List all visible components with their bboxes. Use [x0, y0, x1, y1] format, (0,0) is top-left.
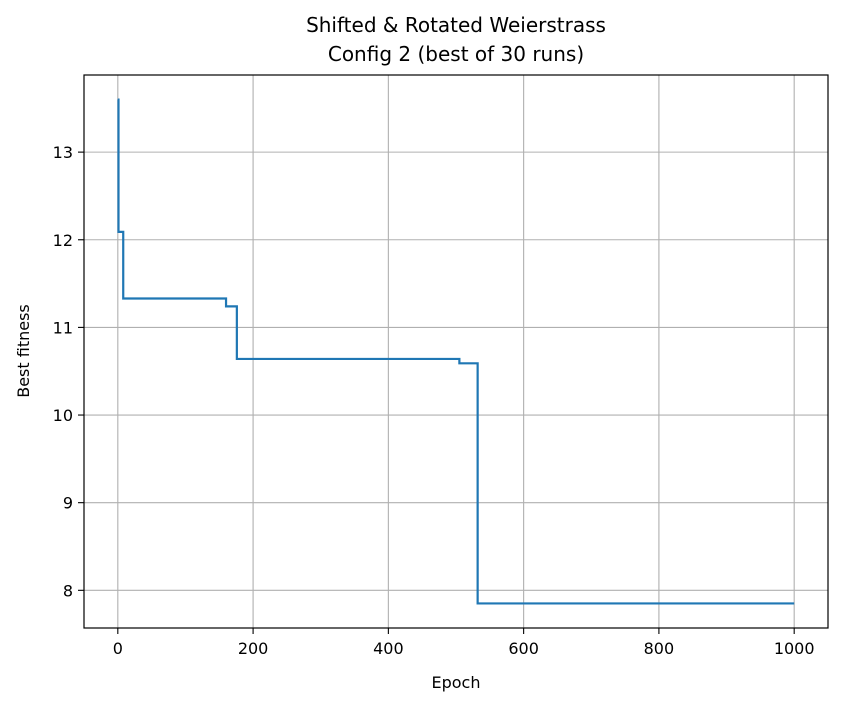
y-axis: 8 9 10 11 12 13	[53, 143, 84, 600]
y-tick-label: 8	[63, 581, 73, 600]
x-tick-label: 1000	[774, 639, 815, 658]
plot-area	[83, 74, 829, 629]
chart-title-line-2: Config 2 (best of 30 runs)	[328, 42, 584, 66]
grid	[84, 75, 828, 628]
x-tick-label: 400	[373, 639, 404, 658]
x-axis: 0 200 400 600 800 1000	[113, 628, 815, 658]
y-tick-label: 13	[53, 143, 73, 162]
series-layer	[117, 98, 795, 605]
series-line-0	[117, 98, 795, 605]
y-tick-label: 9	[63, 494, 73, 513]
x-tick-label: 600	[508, 639, 539, 658]
y-axis-label: Best fitness	[14, 304, 33, 398]
x-axis-label: Epoch	[432, 673, 481, 692]
y-tick-label: 10	[53, 406, 73, 425]
y-tick-label: 12	[53, 231, 73, 250]
chart-title-line-1: Shifted & Rotated Weierstrass	[306, 13, 606, 37]
x-tick-label: 0	[113, 639, 123, 658]
x-tick-label: 800	[644, 639, 675, 658]
y-tick-label: 11	[53, 318, 73, 337]
x-tick-label: 200	[238, 639, 269, 658]
